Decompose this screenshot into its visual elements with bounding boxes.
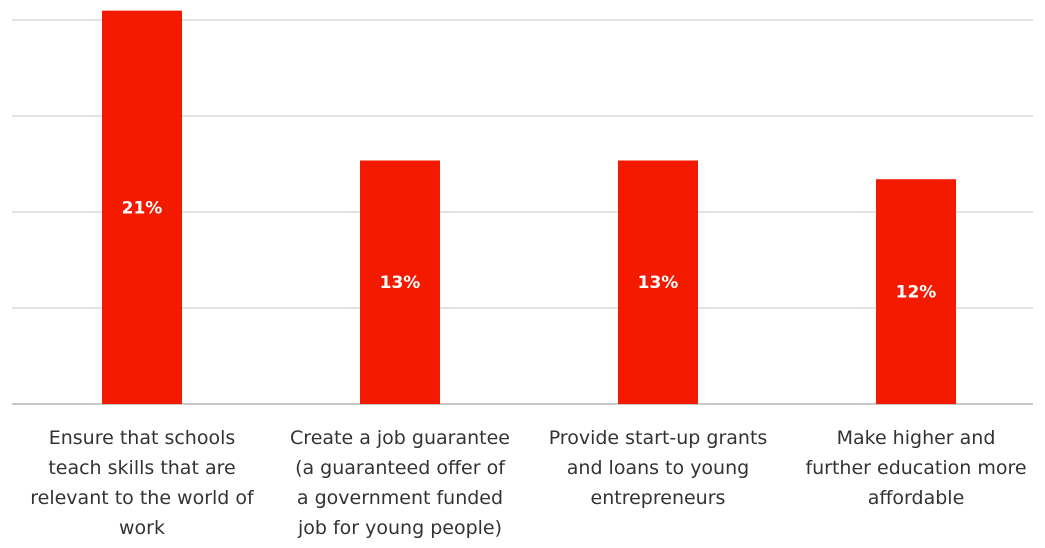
data-labels: 21% 13% 13% 12%: [122, 198, 937, 302]
category-labels: Ensure that schools teach skills that are…: [30, 427, 1026, 539]
category-label-line: Create a job guarantee: [290, 427, 510, 449]
category-label: Make higher and further education more aff…: [805, 427, 1026, 509]
category-label-line: affordable: [868, 487, 965, 509]
category-label-line: work: [119, 517, 165, 539]
category-label-line: job for young people): [297, 517, 502, 539]
bar-value-label: 13%: [380, 273, 421, 293]
bar: [618, 160, 698, 404]
category-label-line: relevant to the world of: [30, 487, 255, 509]
bars: [102, 10, 956, 404]
category-label-line: (a guaranteed offer of: [295, 457, 506, 479]
category-label-line: a government funded: [297, 487, 503, 509]
gridlines: [12, 19, 1033, 405]
category-label-line: teach skills that are: [48, 457, 235, 479]
bar-value-label: 12%: [896, 283, 937, 303]
bar: [360, 160, 440, 404]
bar-value-label: 21%: [122, 198, 163, 218]
category-label-line: Make higher and: [837, 427, 996, 449]
bar: [876, 179, 956, 404]
bar: [102, 10, 182, 404]
category-label-line: Ensure that schools: [49, 427, 236, 449]
category-label: Create a job guarantee (a guaranteed offe…: [290, 427, 510, 539]
category-label-line: Provide start-up grants: [549, 427, 768, 449]
category-label: Ensure that schools teach skills that are…: [30, 427, 255, 539]
category-label-line: further education more: [805, 457, 1026, 479]
bar-value-label: 13%: [638, 273, 679, 293]
category-label-line: entrepreneurs: [591, 487, 726, 509]
category-label-line: and loans to young: [567, 457, 749, 479]
category-label: Provide start-up grants and loans to youn…: [549, 427, 768, 509]
